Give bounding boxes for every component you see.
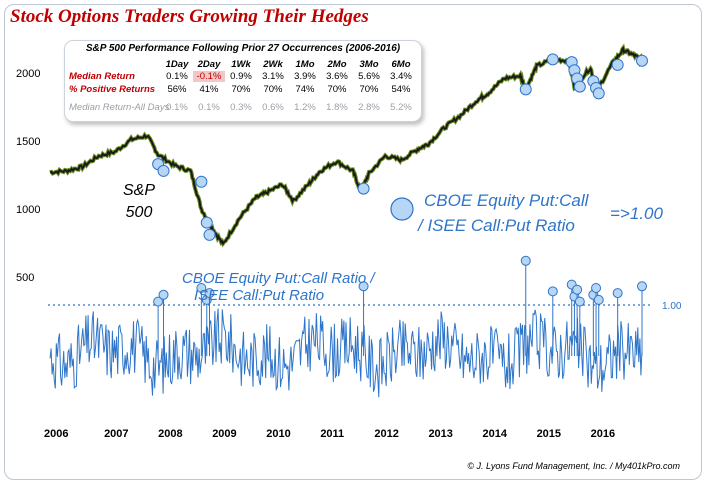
ratio-label-line2: ISEE Call:Put Ratio [194, 287, 324, 304]
sp500-label-line1: S&P [122, 182, 155, 199]
stats-cell: 70% [327, 84, 347, 95]
stats-cell: 0.1% [198, 102, 220, 113]
stats-cell: 3Mo [359, 59, 379, 70]
stats-cell: 1Mo [295, 59, 315, 70]
stats-row-median: Median Return 0.1% -0.1% 0.9% 3.1% 3.9% 3.6% 5… [69, 71, 417, 83]
stats-cell: 0.1% [166, 71, 188, 82]
ratio-signal-marker [520, 255, 531, 266]
x-tick-label: 2010 [266, 428, 290, 440]
ratio-label-line1: CBOE Equity Put:Call Ratio / [182, 270, 376, 287]
stats-table: S&P 500 Performance Following Prior 27 O… [64, 40, 422, 122]
sp500-label: S&P 500 [104, 180, 174, 224]
y-tick-label: 500 [16, 272, 34, 284]
chart-title: Stock Options Traders Growing Their Hedg… [10, 6, 369, 27]
stats-cell: 2.8% [358, 102, 380, 113]
legend-threshold: =>1.00 [610, 204, 663, 223]
stats-row-label: Median Return [69, 71, 135, 82]
stats-cell: 0.3% [230, 102, 252, 113]
x-tick-label: 2012 [374, 428, 398, 440]
ratio-signal-marker [358, 281, 369, 292]
sp500-signal-marker [611, 58, 624, 71]
ratio-signal-marker [196, 283, 207, 293]
sp500-signal-marker [546, 53, 559, 66]
stats-cell: 0.1% [166, 102, 188, 113]
legend-text-line1: CBOE Equity Put:Call [424, 191, 590, 210]
ratio-signal-marker [637, 281, 647, 292]
stats-cell: 54% [391, 84, 411, 95]
ratio-signal-marker [158, 289, 169, 300]
stats-cell: 70% [263, 84, 283, 95]
x-tick-label: 2015 [537, 428, 561, 440]
stats-cell: 1Day [165, 59, 189, 70]
stats-cell: 56% [167, 84, 187, 95]
legend-text-line2: / ISEE Call:Put Ratio [417, 216, 575, 235]
ratio-signal-marker [547, 286, 558, 297]
stats-cell: 3.6% [326, 71, 348, 82]
credit-text: © J. Lyons Fund Management, Inc. / My401… [467, 461, 680, 471]
stats-header-row: 1Day 2Day 1Wk 2Wk 1Mo 2Mo 3Mo 6Mo [69, 59, 417, 71]
stats-cell: -0.1% [193, 71, 225, 82]
legend-marker [390, 197, 414, 221]
stats-cell: 3.9% [294, 71, 316, 82]
ratio-signal-marker [153, 296, 164, 307]
sp500-signal-marker [195, 175, 208, 188]
ratio-series-line [49, 308, 643, 398]
sp500-signal-marker [157, 164, 170, 177]
stats-cell: 2Mo [327, 59, 347, 70]
stats-cell: 3.1% [262, 71, 284, 82]
ratio-signal-marker [612, 288, 623, 299]
sp500-signal-marker [519, 83, 532, 96]
stats-row-label: Median Return-All Days [69, 102, 170, 113]
sp500-label-line2: 500 [125, 204, 153, 221]
stats-cell: 41% [199, 84, 219, 95]
threshold-label: 1.00 [662, 301, 682, 312]
ratio-signal-marker [593, 294, 604, 305]
x-tick-label: 2014 [483, 428, 508, 440]
stats-cell: 70% [359, 84, 379, 95]
ratio-signal-marker [574, 296, 585, 307]
ratio-signal-marker [204, 288, 215, 299]
ratio-signal-marker [591, 283, 602, 293]
stats-cell: 2Wk [263, 59, 283, 70]
stats-row-all-days: Median Return-All Days 0.1% 0.1% 0.3% 0.6% 1… [69, 102, 417, 114]
x-tick-label: 2011 [320, 428, 344, 440]
y-tick-label: 1000 [16, 204, 40, 216]
sp500-signal-marker [357, 182, 370, 195]
stats-cell: 3.4% [390, 71, 412, 82]
x-tick-label: 2008 [158, 428, 182, 440]
stats-cell: 6Mo [391, 59, 411, 70]
x-tick-label: 2007 [104, 428, 128, 440]
x-tick-label: 2013 [428, 428, 452, 440]
sp500-signal-marker [636, 54, 648, 67]
stats-cell: 1.2% [294, 102, 316, 113]
stats-cell: 74% [295, 84, 315, 95]
sp500-signal-marker [200, 216, 213, 229]
x-tick-label: 2009 [212, 428, 236, 440]
sp500-signal-marker [203, 228, 216, 241]
stats-row-positive: % Positive Returns 56% 41% 70% 70% 74% 70% 70%… [69, 84, 417, 96]
stats-cell: 0.6% [262, 102, 284, 113]
stats-cell: 70% [231, 84, 251, 95]
ratio-signal-marker [572, 284, 583, 295]
stats-cell: 1.8% [326, 102, 348, 113]
sp500-signal-marker [573, 80, 586, 93]
y-tick-label: 1500 [16, 136, 40, 148]
stats-row-label: % Positive Returns [69, 84, 156, 95]
stats-cell: 2Day [197, 59, 221, 70]
stats-cell: 0.9% [230, 71, 252, 82]
y-tick-label: 2000 [16, 68, 40, 80]
stats-cell: 5.6% [358, 71, 380, 82]
x-tick-label: 2006 [44, 428, 68, 440]
x-tick-label: 2016 [591, 428, 615, 440]
stats-cell: 1Wk [231, 59, 251, 70]
stats-cell: 5.2% [390, 102, 412, 113]
stats-table-title: S&P 500 Performance Following Prior 27 O… [85, 43, 401, 54]
sp500-signal-marker [592, 87, 605, 100]
